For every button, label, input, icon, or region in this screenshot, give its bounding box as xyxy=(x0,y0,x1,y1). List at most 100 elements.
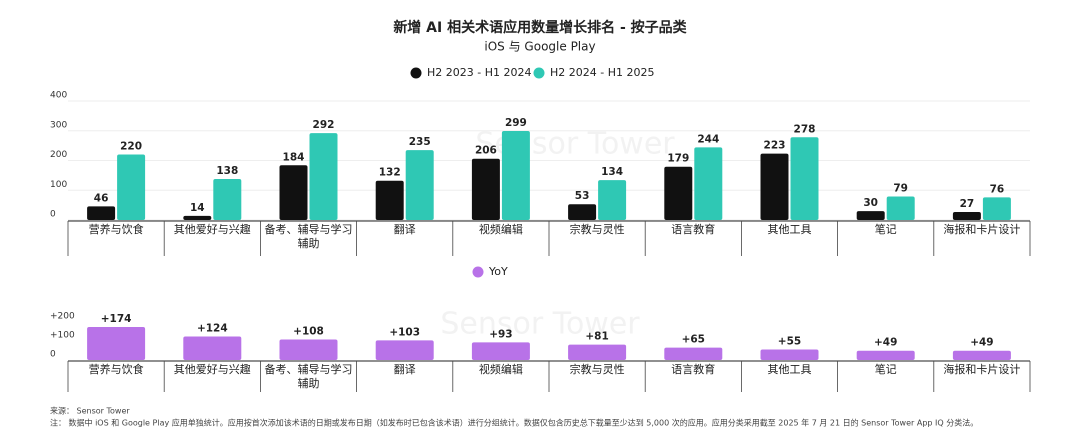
data-label: 206 xyxy=(475,145,497,157)
x-tick-label: 笔记 xyxy=(874,363,897,376)
bar xyxy=(598,180,627,220)
bar xyxy=(375,340,434,360)
bar xyxy=(405,150,434,220)
data-label: +65 xyxy=(682,334,705,346)
x-tick-label-box: 视频编辑 xyxy=(479,223,523,236)
x-tick-label: 其他工具 xyxy=(767,223,812,236)
bar xyxy=(664,166,693,220)
data-label: +81 xyxy=(585,331,608,343)
x-tick-label: 语言教育 xyxy=(671,223,716,236)
data-label: 184 xyxy=(283,151,305,163)
y-tick-label: +200 xyxy=(50,312,75,322)
x-tick-label-box: 翻译 xyxy=(393,223,416,236)
x-tick-label-box: 其他爱好与兴趣 xyxy=(174,363,251,376)
bar xyxy=(760,349,819,360)
x-tick-label-box: 营养与饮食 xyxy=(89,223,144,236)
legend-marker xyxy=(472,266,484,278)
legend-label: H2 2023 - H1 2024 xyxy=(427,66,531,79)
x-tick-label: 海报和卡片设计 xyxy=(943,363,1021,376)
x-tick-label: 翻译 xyxy=(393,363,416,376)
bar xyxy=(87,206,116,220)
data-label: 79 xyxy=(893,182,908,194)
x-tick-label-box: 备考、辅导与学习辅助 xyxy=(264,223,352,250)
x-tick-label-box: 笔记 xyxy=(874,363,897,376)
data-label: 223 xyxy=(764,140,786,152)
data-label: 244 xyxy=(697,133,719,145)
x-tick-label-box: 笔记 xyxy=(874,223,897,236)
x-tick-label-box: 宗教与灵性 xyxy=(569,223,625,236)
x-tick-label-box: 其他爱好与兴趣 xyxy=(173,223,251,236)
x-tick-label: 宗教与灵性 xyxy=(569,363,625,376)
data-label: 46 xyxy=(94,192,109,204)
legend-label: H2 2024 - H1 2025 xyxy=(550,66,654,79)
data-label: +174 xyxy=(101,313,132,325)
x-tick-label-box: 备考、辅导与学习辅助 xyxy=(264,363,353,390)
bar xyxy=(886,196,915,220)
bar xyxy=(279,339,338,360)
bar xyxy=(952,350,1011,360)
y-tick-label: 400 xyxy=(50,91,67,101)
x-tick-label: 其他爱好与兴趣 xyxy=(173,223,251,236)
data-label: 299 xyxy=(505,117,527,129)
x-tick-label-box: 海报和卡片设计 xyxy=(943,223,1021,236)
y-tick-label: 300 xyxy=(50,120,67,130)
legend-marker xyxy=(533,67,545,79)
watermark: Sensor Tower xyxy=(440,307,640,342)
x-tick-label: 笔记 xyxy=(874,223,897,236)
x-tick-label-box: 其他工具 xyxy=(767,363,812,376)
data-label: +124 xyxy=(197,322,228,334)
data-label: 76 xyxy=(990,183,1005,195)
bar xyxy=(183,336,242,360)
y-tick-label: 100 xyxy=(50,180,67,190)
bar xyxy=(471,342,530,360)
x-tick-label: 视频编辑 xyxy=(478,363,523,376)
data-label: 14 xyxy=(190,202,205,214)
data-label: 220 xyxy=(120,141,142,153)
x-tick-label: 其他工具 xyxy=(767,363,812,376)
data-label: 132 xyxy=(379,167,401,179)
bar xyxy=(117,154,146,220)
bar xyxy=(856,211,885,220)
data-label: +103 xyxy=(389,326,420,338)
x-tick-label: 备考、辅导与学习辅助 xyxy=(264,363,353,390)
bar xyxy=(87,326,146,360)
bar xyxy=(664,347,723,360)
bar xyxy=(982,197,1011,220)
bar xyxy=(279,165,308,220)
y-tick-label: 0 xyxy=(50,210,56,220)
x-tick-label-box: 视频编辑 xyxy=(478,363,523,376)
bar xyxy=(471,158,500,220)
x-tick-label-box: 宗教与灵性 xyxy=(569,363,625,376)
bar xyxy=(790,137,819,220)
chart-title: 新增 AI 相关术语应用数量增长排名 - 按子品类 xyxy=(393,19,687,36)
x-tick-label: 翻译 xyxy=(393,223,416,236)
legend-marker xyxy=(410,67,422,79)
bar xyxy=(856,350,915,360)
data-label: +93 xyxy=(489,328,512,340)
bar xyxy=(375,180,404,220)
data-label: +49 xyxy=(970,337,993,349)
y-tick-label: 200 xyxy=(50,150,67,160)
x-tick-label: 宗教与灵性 xyxy=(569,223,625,236)
bar xyxy=(952,211,981,220)
data-label: +55 xyxy=(778,336,801,348)
x-tick-label-box: 语言教育 xyxy=(671,223,716,236)
bar xyxy=(694,147,723,220)
x-tick-label: 海报和卡片设计 xyxy=(943,223,1021,236)
chart-subtitle: iOS 与 Google Play xyxy=(484,40,595,54)
x-tick-label-box: 海报和卡片设计 xyxy=(943,363,1021,376)
bar xyxy=(568,344,627,360)
data-label: 292 xyxy=(313,119,335,131)
x-tick-label-box: 其他工具 xyxy=(767,223,812,236)
legend-label: YoY xyxy=(488,265,508,278)
y-tick-label: +100 xyxy=(50,331,75,341)
data-label: 27 xyxy=(960,198,975,210)
note: 注： 数据中 iOS 和 Google Play 应用单独统计。应用按首次添加该… xyxy=(50,418,978,428)
data-label: 179 xyxy=(667,153,689,165)
x-tick-label-box: 营养与饮食 xyxy=(89,363,144,376)
bar xyxy=(568,204,597,220)
bar xyxy=(183,215,212,220)
y-tick-label: 0 xyxy=(50,350,56,360)
data-label: 30 xyxy=(863,197,878,209)
